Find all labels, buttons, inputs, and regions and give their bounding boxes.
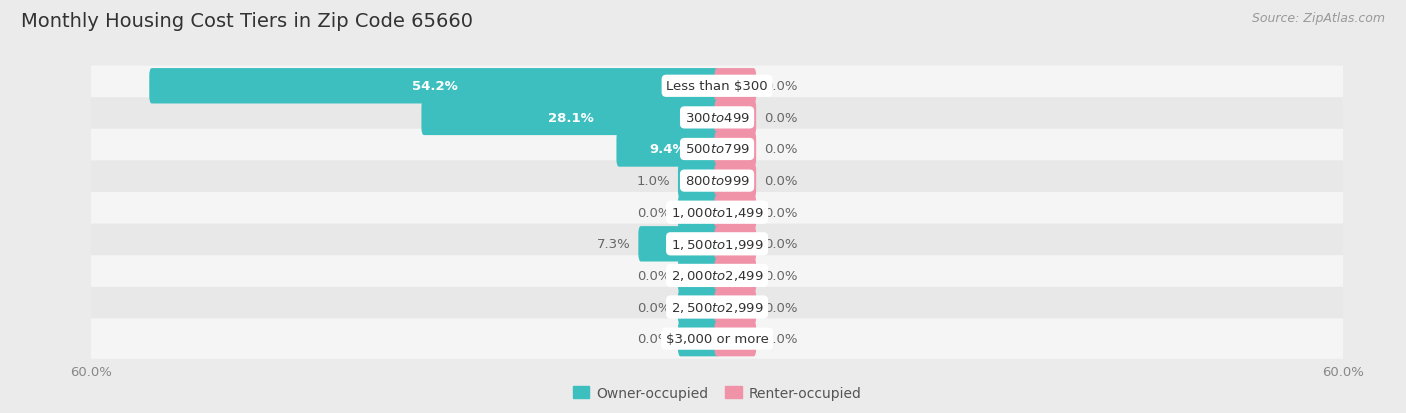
FancyBboxPatch shape <box>714 164 756 199</box>
FancyBboxPatch shape <box>616 132 720 167</box>
Text: $300 to $499: $300 to $499 <box>685 112 749 125</box>
FancyBboxPatch shape <box>84 287 1350 328</box>
FancyBboxPatch shape <box>84 192 1350 233</box>
Text: 0.0%: 0.0% <box>637 301 671 314</box>
Text: 0.0%: 0.0% <box>763 112 797 125</box>
Text: 28.1%: 28.1% <box>548 112 593 125</box>
Text: 9.4%: 9.4% <box>650 143 686 156</box>
Text: 0.0%: 0.0% <box>763 175 797 188</box>
FancyBboxPatch shape <box>714 100 756 136</box>
FancyBboxPatch shape <box>714 258 756 293</box>
Text: $2,000 to $2,499: $2,000 to $2,499 <box>671 269 763 283</box>
FancyBboxPatch shape <box>714 227 756 262</box>
FancyBboxPatch shape <box>678 321 720 356</box>
Legend: Owner-occupied, Renter-occupied: Owner-occupied, Renter-occupied <box>567 380 868 405</box>
Text: 0.0%: 0.0% <box>763 269 797 282</box>
FancyBboxPatch shape <box>714 321 756 356</box>
Text: 7.3%: 7.3% <box>596 238 630 251</box>
Text: 0.0%: 0.0% <box>637 206 671 219</box>
FancyBboxPatch shape <box>714 69 756 104</box>
Text: $3,000 or more: $3,000 or more <box>665 332 769 345</box>
Text: 0.0%: 0.0% <box>763 238 797 251</box>
FancyBboxPatch shape <box>714 195 756 230</box>
FancyBboxPatch shape <box>638 227 720 262</box>
Text: 0.0%: 0.0% <box>763 143 797 156</box>
Text: 0.0%: 0.0% <box>763 206 797 219</box>
FancyBboxPatch shape <box>149 69 720 104</box>
FancyBboxPatch shape <box>678 290 720 325</box>
FancyBboxPatch shape <box>84 129 1350 170</box>
Text: 1.0%: 1.0% <box>637 175 671 188</box>
Text: $1,500 to $1,999: $1,500 to $1,999 <box>671 237 763 251</box>
Text: $500 to $799: $500 to $799 <box>685 143 749 156</box>
Text: 0.0%: 0.0% <box>637 269 671 282</box>
FancyBboxPatch shape <box>714 132 756 167</box>
FancyBboxPatch shape <box>422 100 720 136</box>
FancyBboxPatch shape <box>84 98 1350 138</box>
Text: 0.0%: 0.0% <box>637 332 671 345</box>
FancyBboxPatch shape <box>678 164 720 199</box>
Text: Monthly Housing Cost Tiers in Zip Code 65660: Monthly Housing Cost Tiers in Zip Code 6… <box>21 12 472 31</box>
FancyBboxPatch shape <box>84 256 1350 296</box>
Text: 0.0%: 0.0% <box>763 332 797 345</box>
FancyBboxPatch shape <box>84 319 1350 359</box>
FancyBboxPatch shape <box>714 290 756 325</box>
FancyBboxPatch shape <box>84 161 1350 202</box>
Text: $1,000 to $1,499: $1,000 to $1,499 <box>671 206 763 220</box>
Text: 0.0%: 0.0% <box>763 80 797 93</box>
FancyBboxPatch shape <box>84 224 1350 264</box>
Text: 54.2%: 54.2% <box>412 80 457 93</box>
FancyBboxPatch shape <box>678 195 720 230</box>
Text: $800 to $999: $800 to $999 <box>685 175 749 188</box>
Text: Less than $300: Less than $300 <box>666 80 768 93</box>
Text: $2,500 to $2,999: $2,500 to $2,999 <box>671 300 763 314</box>
Text: Source: ZipAtlas.com: Source: ZipAtlas.com <box>1251 12 1385 25</box>
FancyBboxPatch shape <box>678 258 720 293</box>
FancyBboxPatch shape <box>84 66 1350 107</box>
Text: 0.0%: 0.0% <box>763 301 797 314</box>
